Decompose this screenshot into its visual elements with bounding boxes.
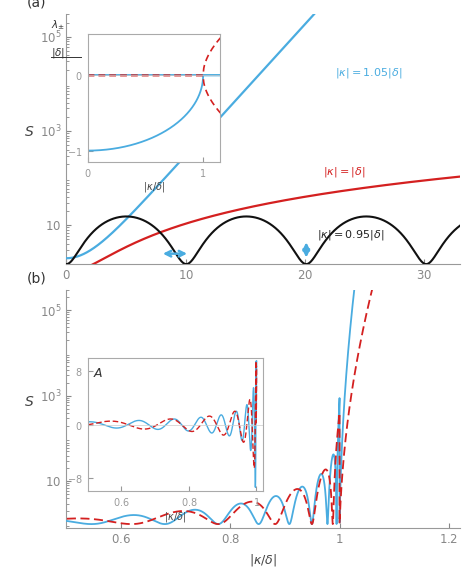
X-axis label: $|\delta|t$: $|\delta|t$ (251, 287, 275, 303)
X-axis label: $|\kappa/\delta|$: $|\kappa/\delta|$ (164, 509, 187, 524)
X-axis label: $|\kappa/\delta|$: $|\kappa/\delta|$ (143, 180, 165, 194)
Text: $|\kappa| = |\delta|$: $|\kappa| = |\delta|$ (323, 165, 365, 179)
Text: $\lambda_{\pm}$: $\lambda_{\pm}$ (51, 18, 64, 31)
Y-axis label: $S$: $S$ (24, 395, 34, 409)
Text: $|\delta|$: $|\delta|$ (51, 45, 64, 60)
Text: (b): (b) (27, 272, 47, 286)
Text: (a): (a) (27, 0, 46, 10)
Text: $|\kappa| = 1.05|\delta|$: $|\kappa| = 1.05|\delta|$ (335, 66, 402, 80)
Y-axis label: $S$: $S$ (24, 125, 34, 139)
X-axis label: $|\kappa/\delta|$: $|\kappa/\delta|$ (249, 552, 277, 567)
Text: $A$: $A$ (93, 367, 103, 380)
Text: $|\kappa| = 0.95|\delta|$: $|\kappa| = 0.95|\delta|$ (317, 228, 384, 242)
